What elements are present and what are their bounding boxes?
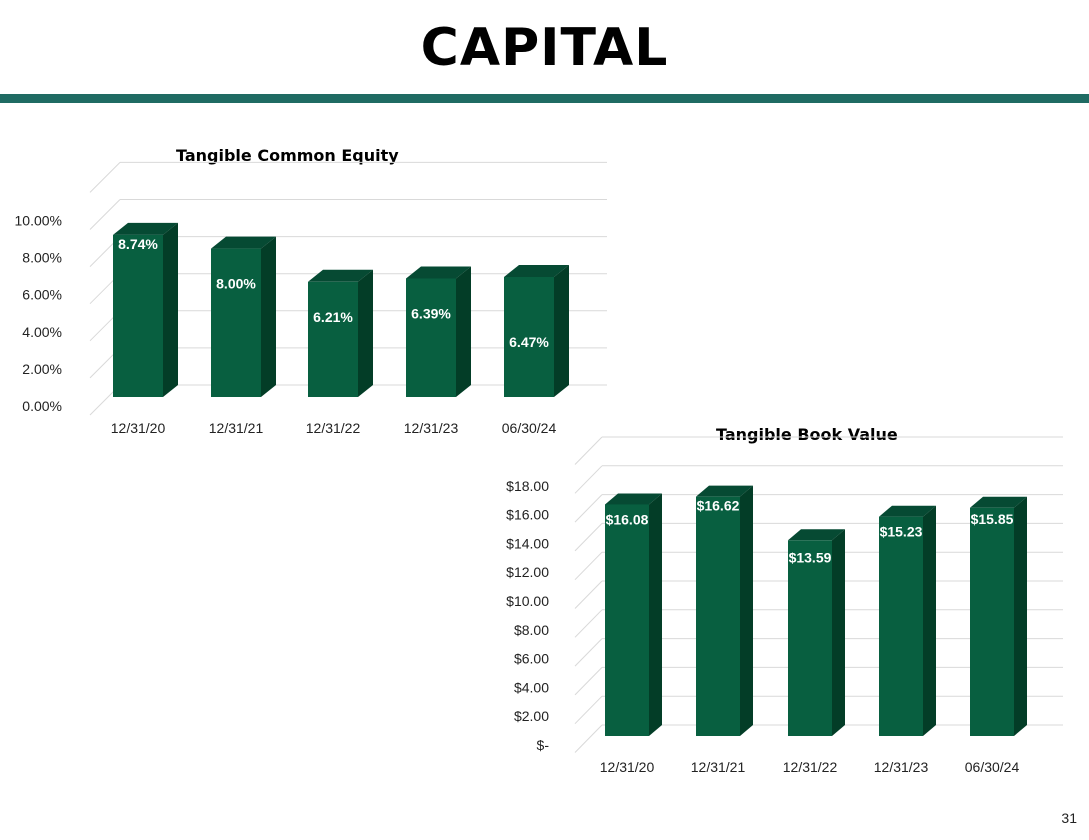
bar-side — [554, 264, 569, 397]
bar-top — [879, 505, 936, 517]
chart-title-tbv: Tangible Book Value — [716, 425, 898, 444]
data-label: $13.59 — [789, 549, 832, 565]
bar-side — [923, 505, 936, 736]
bar-top — [406, 266, 471, 279]
x-tick-label: 12/31/20 — [600, 759, 655, 775]
bar-top — [504, 264, 569, 277]
y-tick-label: $4.00 — [514, 679, 549, 695]
x-tick-label: 06/30/24 — [965, 759, 1020, 775]
bar-side — [358, 269, 373, 397]
gridline-floor — [89, 199, 121, 230]
gridline-floor — [574, 494, 603, 523]
bar — [504, 276, 554, 397]
bar — [879, 516, 923, 736]
page-title: CAPITAL — [420, 18, 669, 78]
page-number: 31 — [1061, 810, 1077, 826]
data-label: 6.39% — [411, 305, 451, 321]
data-label: $16.62 — [697, 498, 740, 514]
y-tick-label: $8.00 — [514, 622, 549, 638]
x-tick-label: 12/31/23 — [874, 759, 929, 775]
bar-side — [1014, 496, 1027, 736]
x-tick-label: 12/31/23 — [404, 420, 459, 436]
gridline-floor — [574, 638, 603, 667]
y-tick-label: $14.00 — [506, 535, 549, 551]
bar — [696, 496, 740, 736]
bar — [211, 248, 261, 397]
bar-top — [788, 529, 845, 541]
gridline-floor — [574, 523, 603, 552]
bar — [308, 281, 358, 397]
y-tick-label: $10.00 — [506, 593, 549, 609]
bar-side — [649, 493, 662, 736]
bar — [788, 540, 832, 736]
bar — [970, 507, 1014, 736]
y-tick-label: $16.00 — [506, 507, 549, 523]
gridline-floor — [574, 551, 603, 581]
y-tick-label: $18.00 — [506, 478, 549, 494]
bar-side — [740, 485, 753, 736]
y-tick-label: 8.00% — [22, 250, 62, 266]
data-label: 8.00% — [216, 276, 256, 292]
bar-top — [605, 493, 662, 505]
bar-side — [456, 266, 471, 397]
data-label: 6.47% — [509, 334, 549, 350]
y-tick-label: 4.00% — [22, 324, 62, 340]
bar-side — [261, 236, 276, 397]
x-tick-label: 06/30/24 — [502, 420, 557, 436]
gridline-floor — [574, 580, 603, 609]
data-label: 6.21% — [313, 309, 353, 325]
bar-side — [832, 529, 845, 736]
y-tick-label: $2.00 — [514, 708, 549, 724]
x-tick-label: 12/31/21 — [691, 759, 746, 775]
bar-top — [113, 222, 178, 235]
bar — [406, 278, 456, 397]
header-rule — [0, 94, 1089, 103]
y-tick-label: 2.00% — [22, 361, 62, 377]
data-label: $15.23 — [880, 524, 923, 540]
y-tick-label: 0.00% — [22, 398, 62, 414]
gridline-floor — [574, 465, 603, 494]
data-label: $15.85 — [971, 511, 1014, 527]
bar — [605, 504, 649, 736]
gridline-floor — [574, 667, 603, 696]
y-tick-label: $12.00 — [506, 564, 549, 580]
bar-side — [163, 222, 178, 397]
x-tick-label: 12/31/22 — [306, 420, 361, 436]
bar — [113, 234, 163, 397]
y-tick-label: $6.00 — [514, 651, 549, 667]
data-label: $16.08 — [606, 511, 649, 527]
bar-top — [970, 496, 1027, 508]
gridline-floor — [89, 162, 121, 193]
gridline-floor — [574, 695, 603, 725]
y-tick-label: 6.00% — [22, 287, 62, 303]
x-tick-label: 12/31/22 — [783, 759, 838, 775]
data-label: 8.74% — [118, 236, 158, 252]
y-tick-label: $- — [537, 737, 550, 753]
gridline-floor — [574, 609, 603, 638]
bar-top — [211, 236, 276, 249]
y-tick-label: 10.00% — [15, 213, 62, 229]
gridline-floor — [574, 724, 603, 753]
bar-top — [308, 269, 373, 282]
chart-title-tce: Tangible Common Equity — [176, 146, 399, 165]
x-tick-label: 12/31/21 — [209, 420, 264, 436]
gridline-floor — [574, 436, 603, 465]
bar-top — [696, 485, 753, 497]
x-tick-label: 12/31/20 — [111, 420, 166, 436]
